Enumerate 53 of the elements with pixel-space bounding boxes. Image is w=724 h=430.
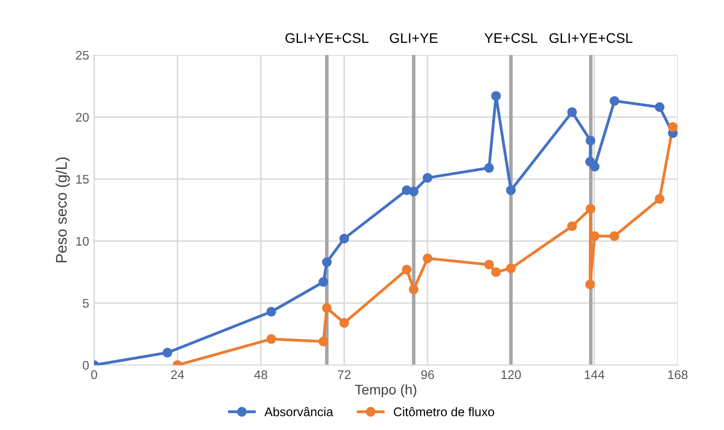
legend-label: Absorvância	[264, 407, 334, 416]
point	[491, 267, 501, 277]
y-tick-label: 15	[76, 174, 89, 184]
point	[567, 221, 577, 232]
x-tick-label: 96	[421, 370, 434, 380]
point	[506, 185, 516, 196]
x-tick-label: 48	[254, 370, 268, 380]
point	[610, 231, 620, 241]
point	[402, 264, 412, 274]
x-tick-label: 144	[584, 370, 604, 379]
point	[586, 204, 596, 214]
point	[585, 280, 595, 290]
point	[422, 172, 432, 183]
point	[586, 136, 596, 146]
point	[408, 284, 419, 294]
ref-line-label: GLI+YE	[390, 33, 438, 43]
point	[491, 91, 501, 101]
point	[322, 303, 332, 313]
x-tick-label: 72	[338, 370, 351, 379]
point	[318, 336, 328, 346]
legend-label: Citômetro de fluxo	[394, 407, 494, 416]
x-tick-label: 120	[501, 370, 521, 380]
ref-line-label: YE+CSL	[484, 33, 538, 43]
point	[408, 186, 419, 196]
point	[422, 254, 432, 264]
x-axis-title: Tempo (h)	[354, 384, 416, 398]
y-tick-label: 10	[76, 236, 89, 246]
point	[484, 163, 494, 173]
x-tick-label: 0	[91, 370, 98, 380]
point	[610, 96, 620, 106]
point	[162, 348, 172, 358]
point	[590, 162, 600, 172]
point	[318, 277, 328, 287]
y-tick-label: 20	[76, 112, 89, 122]
point	[668, 122, 678, 132]
point	[567, 107, 577, 117]
point	[654, 102, 664, 112]
y-tick-label: 25	[76, 50, 89, 60]
point	[266, 334, 276, 344]
ref-line-label: GLI+YE+CSL	[549, 33, 632, 43]
y-tick-label: 0	[82, 360, 89, 370]
point	[339, 234, 350, 244]
y-tick-label: 5	[82, 298, 89, 308]
x-tick-label: 24	[171, 370, 184, 379]
ref-line-label: GLI+YE+CSL	[285, 33, 368, 43]
x-tick-label: 168	[668, 370, 688, 380]
point	[484, 260, 494, 270]
point	[266, 306, 276, 317]
point	[506, 263, 516, 274]
point	[654, 194, 664, 204]
point	[322, 257, 332, 267]
point	[339, 318, 350, 328]
y-axis-title: Peso seco (g/L)	[56, 158, 70, 262]
